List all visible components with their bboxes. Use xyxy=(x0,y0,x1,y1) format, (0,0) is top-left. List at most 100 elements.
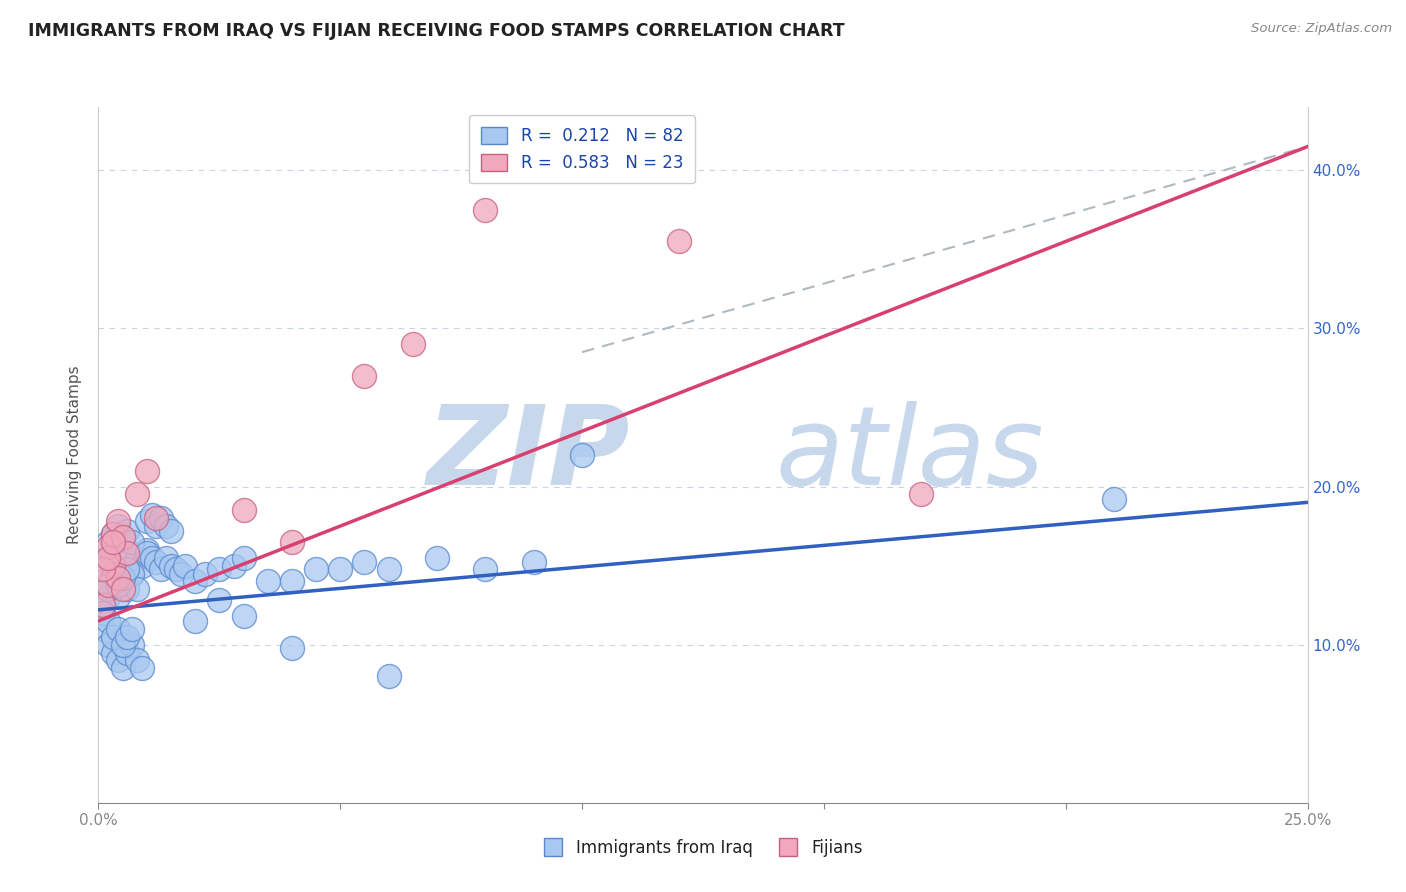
Point xyxy=(107,514,129,528)
Point xyxy=(117,646,139,660)
Text: ZIP: ZIP xyxy=(427,401,630,508)
Point xyxy=(174,558,197,573)
Point xyxy=(97,534,120,549)
Text: atlas: atlas xyxy=(776,401,1045,508)
Point xyxy=(232,550,254,565)
Point xyxy=(101,558,124,573)
Point xyxy=(121,534,143,549)
Point xyxy=(127,550,149,565)
Point xyxy=(474,202,496,217)
Point xyxy=(111,661,134,675)
Point xyxy=(121,566,143,581)
Point xyxy=(121,622,143,636)
Point xyxy=(107,653,129,667)
Point xyxy=(121,566,143,581)
Point xyxy=(571,448,593,462)
Point xyxy=(97,591,120,605)
Text: IMMIGRANTS FROM IRAQ VS FIJIAN RECEIVING FOOD STAMPS CORRELATION CHART: IMMIGRANTS FROM IRAQ VS FIJIAN RECEIVING… xyxy=(28,22,845,40)
Point xyxy=(305,562,328,576)
Point xyxy=(91,598,114,612)
Point xyxy=(150,511,173,525)
Point xyxy=(121,638,143,652)
Point xyxy=(127,582,149,597)
Point xyxy=(91,622,114,636)
Point xyxy=(377,669,399,683)
Point xyxy=(426,550,449,565)
Y-axis label: Receiving Food Stamps: Receiving Food Stamps xyxy=(67,366,83,544)
Point xyxy=(107,577,129,591)
Point xyxy=(232,503,254,517)
Legend: Immigrants from Iraq, Fijians: Immigrants from Iraq, Fijians xyxy=(536,833,870,864)
Point xyxy=(910,487,932,501)
Point xyxy=(91,562,114,576)
Point xyxy=(160,558,183,573)
Point xyxy=(169,566,191,581)
Point xyxy=(91,574,114,589)
Point xyxy=(135,514,157,528)
Point xyxy=(117,542,139,557)
Point xyxy=(97,540,120,554)
Point xyxy=(101,630,124,644)
Point xyxy=(97,582,120,597)
Point xyxy=(97,550,120,565)
Point xyxy=(141,508,163,522)
Point xyxy=(523,556,546,570)
Point xyxy=(194,566,217,581)
Point xyxy=(91,606,114,620)
Point xyxy=(141,550,163,565)
Point xyxy=(117,524,139,538)
Point xyxy=(101,574,124,589)
Point xyxy=(135,464,157,478)
Point xyxy=(97,638,120,652)
Point xyxy=(91,598,114,612)
Point xyxy=(668,235,690,249)
Point xyxy=(377,562,399,576)
Point xyxy=(101,527,124,541)
Point xyxy=(353,556,375,570)
Point xyxy=(256,574,278,589)
Point xyxy=(111,574,134,589)
Point xyxy=(208,593,231,607)
Point xyxy=(184,614,207,628)
Point xyxy=(160,524,183,538)
Point xyxy=(155,550,177,565)
Point xyxy=(117,546,139,560)
Point xyxy=(208,562,231,576)
Point xyxy=(101,527,124,541)
Point xyxy=(107,534,129,549)
Point xyxy=(131,661,153,675)
Point xyxy=(97,614,120,628)
Point xyxy=(107,519,129,533)
Point xyxy=(117,582,139,597)
Point xyxy=(329,562,352,576)
Point xyxy=(155,519,177,533)
Point xyxy=(111,530,134,544)
Point xyxy=(281,534,304,549)
Point xyxy=(135,546,157,560)
Point xyxy=(107,622,129,636)
Point xyxy=(1102,492,1125,507)
Point xyxy=(97,550,120,565)
Point xyxy=(474,562,496,576)
Point xyxy=(184,574,207,589)
Point xyxy=(101,566,124,581)
Point xyxy=(222,558,245,573)
Point xyxy=(111,566,134,581)
Point xyxy=(131,558,153,573)
Point xyxy=(107,571,129,585)
Point xyxy=(101,646,124,660)
Point xyxy=(402,337,425,351)
Point xyxy=(127,487,149,501)
Point xyxy=(145,511,167,525)
Point xyxy=(101,534,124,549)
Point xyxy=(111,571,134,585)
Point xyxy=(97,577,120,591)
Point xyxy=(111,638,134,652)
Point xyxy=(117,630,139,644)
Point xyxy=(107,591,129,605)
Point xyxy=(281,574,304,589)
Point xyxy=(150,562,173,576)
Point xyxy=(353,368,375,383)
Point xyxy=(127,653,149,667)
Point xyxy=(165,562,187,576)
